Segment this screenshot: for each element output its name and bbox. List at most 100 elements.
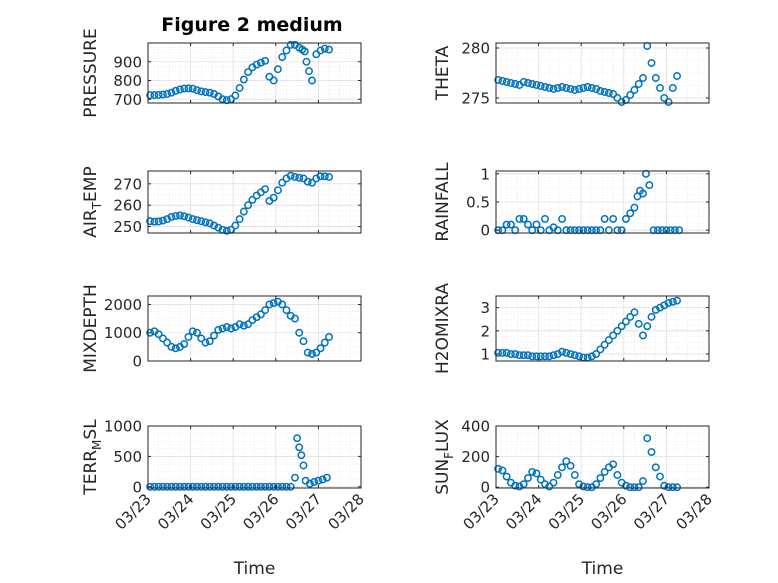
data-point xyxy=(184,213,193,222)
data-point xyxy=(282,482,291,491)
data-point xyxy=(293,434,302,443)
data-point xyxy=(656,472,664,481)
data-point xyxy=(235,320,244,329)
data-point xyxy=(176,482,184,491)
data-point xyxy=(506,350,515,358)
data-point xyxy=(176,211,184,220)
data-point xyxy=(524,474,532,482)
data-point xyxy=(205,337,214,346)
data-point xyxy=(244,68,253,77)
y-axis-label: SUNFLUX xyxy=(433,419,456,495)
y-tick-label: 0 xyxy=(480,479,490,497)
data-point xyxy=(308,349,316,358)
x-tick-label: 03/26 xyxy=(239,490,282,533)
data-point xyxy=(291,473,299,482)
data-point xyxy=(322,473,331,482)
data-point xyxy=(295,328,304,337)
data-point xyxy=(231,221,240,230)
data-point xyxy=(532,81,541,89)
data-point xyxy=(562,457,571,466)
data-point xyxy=(626,483,635,492)
data-point xyxy=(320,44,329,53)
data-point xyxy=(325,45,333,54)
data-point xyxy=(235,84,244,92)
data-point xyxy=(235,482,244,491)
data-point xyxy=(549,478,558,487)
data-point xyxy=(163,338,172,347)
data-point xyxy=(214,325,223,334)
data-point xyxy=(592,480,601,489)
data-point xyxy=(643,322,652,331)
data-point xyxy=(158,216,167,225)
data-point xyxy=(291,314,299,323)
data-point xyxy=(239,207,248,216)
x-tick-label: 03/25 xyxy=(197,490,240,533)
data-point xyxy=(592,85,601,93)
data-point xyxy=(176,85,184,94)
data-point xyxy=(163,90,172,98)
data-point xyxy=(188,84,197,93)
data-point xyxy=(583,83,592,91)
data-point xyxy=(634,80,643,88)
data-point xyxy=(609,90,618,98)
data-point xyxy=(286,171,295,180)
data-point xyxy=(562,348,571,357)
data-point xyxy=(278,482,287,491)
data-point xyxy=(261,185,270,194)
x-axis-label: Time xyxy=(581,559,624,579)
data-point xyxy=(167,342,176,351)
data-point xyxy=(244,320,253,329)
data-point xyxy=(511,350,520,358)
data-point xyxy=(536,475,545,484)
data-point xyxy=(656,84,664,92)
x-tick-label: 03/28 xyxy=(325,490,368,533)
data-point xyxy=(664,483,673,492)
data-point xyxy=(239,75,248,84)
data-point xyxy=(210,482,218,491)
data-point xyxy=(188,482,197,491)
data-point xyxy=(600,88,609,96)
data-point xyxy=(163,482,172,491)
data-point xyxy=(205,88,214,97)
data-point xyxy=(302,57,311,66)
data-point xyxy=(197,334,206,343)
data-point xyxy=(673,296,681,305)
data-point xyxy=(205,482,214,491)
data-point xyxy=(210,221,218,230)
data-point xyxy=(668,483,677,492)
axes-box xyxy=(147,295,362,362)
data-point xyxy=(201,88,210,97)
y-axis-label: TERRMSL xyxy=(81,419,104,496)
data-point xyxy=(541,480,549,489)
y-tick-label: 0.5 xyxy=(466,194,490,212)
data-point xyxy=(528,80,537,88)
data-point xyxy=(167,88,176,97)
data-point xyxy=(171,344,180,353)
y-tick-label: 2 xyxy=(480,322,490,340)
data-point xyxy=(639,477,647,486)
data-point xyxy=(626,312,635,321)
x-tick-label: 03/27 xyxy=(630,490,673,533)
data-point xyxy=(314,476,323,485)
data-point xyxy=(252,60,261,69)
y-tick-label: 1 xyxy=(480,165,490,183)
data-point xyxy=(231,482,240,491)
data-point xyxy=(316,344,325,353)
y-tick-label: 400 xyxy=(461,418,490,436)
y-tick-label: 0 xyxy=(480,222,490,240)
data-point xyxy=(278,178,287,187)
data-point xyxy=(579,84,588,92)
data-point xyxy=(316,172,325,181)
data-point xyxy=(244,482,253,491)
data-point xyxy=(269,76,278,85)
data-point xyxy=(498,348,507,357)
data-point xyxy=(239,482,248,491)
data-point xyxy=(626,209,635,218)
data-point xyxy=(273,65,282,74)
data-point xyxy=(167,482,176,491)
data-point xyxy=(498,77,507,85)
data-point xyxy=(604,89,613,97)
data-point xyxy=(511,80,520,88)
data-point xyxy=(146,482,155,491)
